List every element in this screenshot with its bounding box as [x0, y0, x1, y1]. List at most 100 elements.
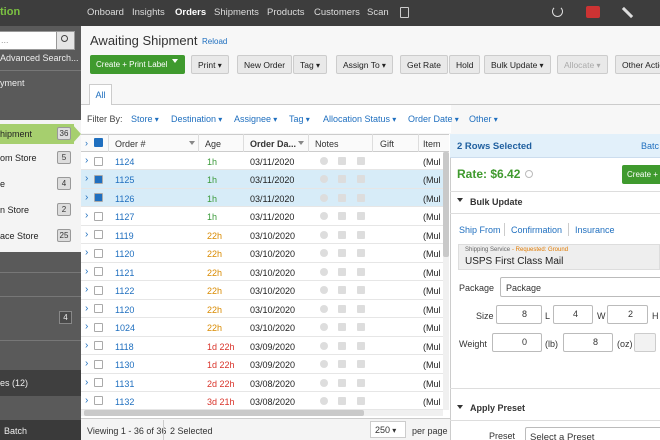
batch-link[interactable]: Batc	[641, 141, 660, 151]
dimension-input[interactable]: 4	[553, 305, 593, 324]
table-row[interactable]	[81, 373, 443, 392]
header-checkbox[interactable]	[94, 138, 103, 147]
table-row[interactable]	[81, 188, 443, 208]
order-number[interactable]: 1125	[115, 175, 135, 186]
toolbar-button[interactable]: Tag	[293, 55, 327, 74]
panel-tab[interactable]: Confirmation	[511, 225, 563, 235]
order-number[interactable]: 1131	[115, 378, 135, 389]
toolbar-button[interactable]: Print	[191, 55, 229, 74]
service-value[interactable]: USPS First Class Mail	[465, 256, 564, 267]
sidebar-item[interactable]: Batch	[4, 426, 28, 436]
order-number[interactable]: 1120	[115, 249, 135, 260]
sidebar-item[interactable]: ace Store	[0, 231, 39, 241]
order-number[interactable]: 1120	[115, 304, 135, 315]
row-checkbox[interactable]	[94, 322, 103, 332]
advanced-search[interactable]: Advanced Search...	[0, 53, 79, 63]
filter[interactable]: Assignee	[234, 114, 277, 124]
row-checkbox[interactable]	[94, 193, 103, 203]
table-row[interactable]	[81, 299, 443, 319]
preset-select[interactable]: Select a Preset	[525, 427, 660, 440]
sidebar-item[interactable]: n Store	[0, 205, 30, 215]
table-row[interactable]	[81, 225, 443, 245]
sidebar-item[interactable]: es (12)	[0, 378, 29, 388]
toolbar-button[interactable]: New Order	[237, 55, 293, 74]
sidebar-item[interactable]: hipment	[0, 129, 33, 139]
column-header[interactable]: Notes	[315, 139, 339, 149]
nav-item[interactable]: Products	[267, 7, 305, 18]
filter[interactable]: Other	[469, 114, 498, 124]
row-checkbox[interactable]	[94, 378, 103, 388]
order-number[interactable]: 1024	[115, 323, 136, 334]
dimension-input[interactable]: 2	[607, 305, 648, 324]
alert-icon[interactable]	[586, 6, 600, 18]
row-checkbox[interactable]	[94, 341, 103, 351]
table-row[interactable]	[81, 336, 443, 356]
nav-item[interactable]: Orders	[175, 7, 207, 18]
h-scrollbar-thumb[interactable]	[84, 410, 364, 416]
sidebar-item[interactable]: e	[0, 179, 6, 189]
row-checkbox[interactable]	[94, 230, 103, 240]
scrollbar-thumb[interactable]	[443, 152, 449, 257]
row-checkbox[interactable]	[94, 174, 103, 184]
order-number[interactable]: 1127	[115, 212, 135, 223]
order-number[interactable]: 1130	[115, 360, 135, 371]
panel-tab[interactable]: Insurance	[575, 225, 615, 235]
column-header[interactable]: Gift	[380, 139, 395, 149]
table-row[interactable]	[81, 152, 443, 171]
row-checkbox[interactable]	[94, 304, 103, 314]
table-row[interactable]	[81, 391, 443, 411]
reload-link[interactable]: Reload	[202, 37, 228, 46]
table-row[interactable]	[81, 170, 443, 189]
row-checkbox[interactable]	[94, 285, 103, 295]
tab[interactable]: All	[89, 84, 112, 105]
order-number[interactable]: 1118	[115, 341, 134, 352]
nav-item[interactable]: Shipments	[214, 7, 259, 18]
nav-item[interactable]: Customers	[314, 7, 360, 18]
toolbar-button[interactable]: Get Rate	[400, 55, 449, 74]
row-checkbox[interactable]	[94, 359, 103, 369]
table-row[interactable]	[81, 262, 443, 282]
column-header[interactable]: Item	[423, 139, 441, 149]
table-row[interactable]	[81, 355, 443, 374]
order-number[interactable]: 1121	[115, 267, 135, 278]
table-row[interactable]	[81, 244, 443, 263]
toolbar-button[interactable]: Hold	[449, 55, 481, 74]
row-checkbox[interactable]	[94, 396, 103, 406]
primary-button[interactable]: Create + Print Label	[90, 55, 185, 74]
table-row[interactable]	[81, 281, 443, 300]
package-select[interactable]: Package	[500, 277, 660, 297]
toolbar-button[interactable]: Bulk Update	[484, 55, 551, 74]
column-header[interactable]: Order Da...	[250, 139, 297, 149]
sidebar-item[interactable]: om Store	[0, 153, 37, 163]
nav-item[interactable]: Insights	[132, 7, 165, 18]
order-number[interactable]: 1119	[115, 230, 134, 241]
order-number[interactable]: 1122	[115, 286, 135, 297]
filter[interactable]: Order Date	[408, 114, 459, 124]
toolbar-button[interactable]: Other Actio	[615, 55, 660, 74]
column-header[interactable]: Order #	[115, 139, 146, 149]
sidebar-item[interactable]: yment	[0, 78, 25, 88]
table-row[interactable]	[81, 207, 443, 226]
weight-input[interactable]: 8	[563, 333, 613, 352]
toolbar-button[interactable]: Assign To	[336, 55, 393, 74]
refresh-icon[interactable]	[552, 6, 563, 17]
weight-input[interactable]: 0	[492, 333, 542, 352]
create-button[interactable]: Create + L	[622, 165, 660, 184]
dimension-input[interactable]: 8	[496, 305, 542, 324]
row-checkbox[interactable]	[94, 211, 103, 221]
rate-refresh[interactable]	[525, 170, 533, 178]
filter[interactable]: Allocation Status	[323, 114, 396, 124]
filter[interactable]: Destination	[171, 114, 222, 124]
column-header[interactable]: Age	[205, 139, 222, 149]
row-checkbox[interactable]	[94, 267, 103, 277]
table-row[interactable]	[81, 318, 443, 337]
order-number[interactable]: 1124	[115, 157, 135, 167]
nav-item[interactable]: Scan	[367, 7, 389, 18]
filter[interactable]: Tag	[289, 114, 310, 124]
scale-button[interactable]	[634, 333, 656, 352]
nav-item[interactable]: Onboard	[87, 7, 124, 18]
row-checkbox[interactable]	[94, 156, 103, 166]
per-page-select[interactable]: 250	[370, 421, 406, 438]
filter[interactable]: Store	[131, 114, 159, 124]
row-checkbox[interactable]	[94, 248, 103, 258]
